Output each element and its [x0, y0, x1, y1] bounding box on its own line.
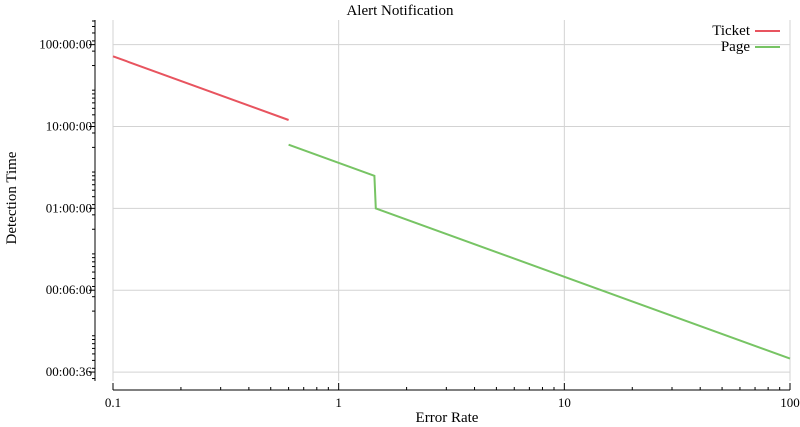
- x-tick-label: 100: [780, 395, 800, 410]
- y-tick-label: 00:00:36: [46, 364, 93, 379]
- axis-layer: 0.1 1 10 100 00:00:36 00:06:00 01:00:00 10:00:0…: [39, 20, 800, 410]
- y-tick-label: 100:00:00: [39, 37, 92, 52]
- x-tick-label: 1: [335, 395, 342, 410]
- legend-label-page: Page: [721, 39, 751, 55]
- y-tick-label: 10:00:00: [46, 118, 92, 133]
- series-layer: [112, 55, 791, 360]
- x-tick-label: 0.1: [105, 395, 121, 410]
- series-line-page: [288, 143, 791, 360]
- grid-layer: [112, 20, 791, 381]
- y-axis-label: Detection Time: [4, 151, 20, 244]
- x-axis-label: Error Rate: [416, 410, 479, 426]
- legend-label-ticket: Ticket: [712, 23, 751, 39]
- chart-title: Alert Notification: [346, 3, 454, 19]
- y-tick-label: 01:00:00: [46, 200, 92, 215]
- x-tick-label: 10: [558, 395, 571, 410]
- y-tick-label: 00:06:00: [46, 282, 92, 297]
- series-line-ticket: [112, 55, 289, 121]
